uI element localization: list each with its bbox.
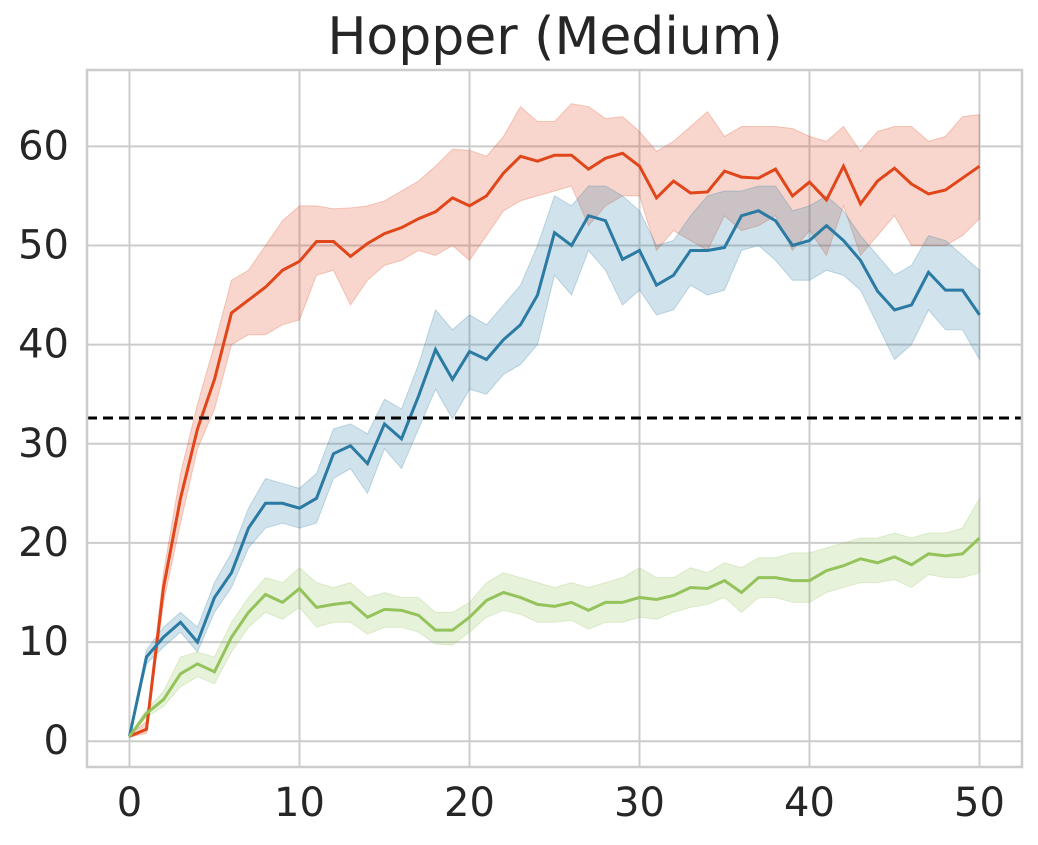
confidence-band (129, 103, 980, 738)
y-tick-label: 30 (18, 421, 69, 467)
y-tick-label: 40 (18, 322, 69, 368)
line (128, 151, 981, 738)
y-tick-label: 50 (18, 222, 69, 268)
confidence-band (129, 185, 980, 738)
confidence-band (129, 496, 980, 739)
line (128, 536, 981, 738)
x-tick-label: 50 (954, 780, 1005, 826)
x-tick-label: 10 (274, 780, 325, 826)
line (128, 209, 981, 737)
y-tick-label: 10 (18, 619, 69, 665)
x-tick-label: 40 (784, 780, 835, 826)
chart-title: Hopper (Medium) (327, 7, 782, 67)
x-tick-label: 20 (444, 780, 495, 826)
y-tick-label: 20 (18, 520, 69, 566)
y-tick-label: 60 (18, 123, 69, 169)
y-tick-label: 0 (44, 718, 69, 764)
x-tick-label: 0 (117, 780, 142, 826)
plot-frame (85, 68, 1024, 769)
x-tick-label: 30 (614, 780, 665, 826)
